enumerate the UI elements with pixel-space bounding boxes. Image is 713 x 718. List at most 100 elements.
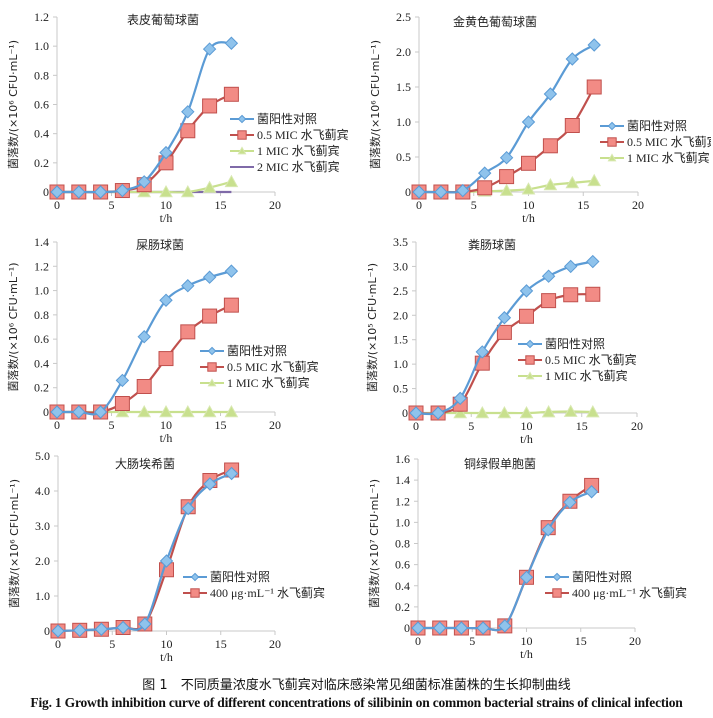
legend-item: 2 MIC 水飞蓟宾 (230, 159, 340, 174)
y-tick-label: 2.0 (396, 45, 411, 59)
diamond-marker (497, 311, 512, 325)
diamond-marker (224, 264, 239, 278)
chart-svg: 0 0.5 1.0 1.5 2.0 2.5 0 5 10 15 20 t/h 菌落数/(×10⁶ CFU… (369, 10, 711, 224)
legend-label: 0.5 MIC 水飞蓟宾 (257, 127, 349, 142)
chart-svg: 0 0.2 0.4 0.6 0.8 1.0 1.2 1.4 0 5 10 15 20 t/h 菌落数/(×1… (7, 235, 319, 445)
square-marker (521, 155, 536, 171)
series-mic05 (49, 297, 239, 420)
square-marker (496, 324, 512, 340)
legend-label: 菌阳性对照 (572, 570, 632, 584)
triangle-marker (180, 184, 195, 198)
diamond-marker (431, 406, 445, 420)
diamond-marker (202, 42, 217, 56)
y-tick-label: 0.5 (396, 150, 411, 164)
x-tick-label: 5 (469, 634, 475, 648)
y-tick-label: 0 (43, 405, 49, 419)
x-tick-label: 15 (215, 418, 227, 432)
diamond-marker (607, 121, 617, 131)
series-line (57, 472, 233, 633)
x-tick-label: 20 (269, 418, 281, 432)
square-marker (564, 118, 580, 133)
chart-svg: 0 0.5 1.0 1.5 2.0 2.5 3.0 3.5 0 5 10 15 20 t/h 菌落数/(×1… (366, 235, 643, 446)
diamond-marker (563, 259, 578, 274)
diamond-marker (181, 105, 195, 119)
square-marker (223, 297, 239, 313)
triangle-marker (585, 404, 600, 418)
square-marker (519, 308, 534, 324)
diamond-marker (563, 495, 577, 510)
diamond-marker (181, 501, 195, 516)
diamond-marker (72, 623, 87, 638)
legend-item: 菌阳性对照 (183, 570, 270, 584)
legend-label: 菌阳性对照 (257, 112, 317, 126)
x-axis-label: t/h (520, 647, 533, 661)
legend-item: 0.5 MIC 水飞蓟宾 (518, 352, 637, 367)
y-axis-label: 菌落数/(×10⁷ CFU·mL⁻¹) (368, 479, 381, 608)
diamond-marker (477, 166, 492, 180)
triangle-marker (543, 177, 558, 191)
y-tick-label: 1.5 (393, 333, 408, 347)
legend-item: 1 MIC 水飞蓟宾 (518, 368, 628, 383)
series-control (51, 466, 239, 638)
legend-item: 菌阳性对照 (518, 337, 605, 351)
x-tick-label: 20 (629, 634, 641, 648)
legend-label: 2 MIC 水飞蓟宾 (257, 159, 340, 174)
diamond-marker (552, 572, 562, 582)
y-tick-label: 0.8 (34, 68, 49, 82)
diamond-marker (207, 346, 217, 356)
x-tick-label: 10 (160, 198, 172, 212)
diamond-marker (115, 373, 130, 388)
diamond-marker (586, 254, 600, 269)
square-marker (541, 293, 557, 309)
legend-item: 0.5 MIC 水飞蓟宾 (600, 134, 711, 149)
square-marker (190, 588, 200, 598)
triangle-marker (565, 175, 580, 189)
x-tick-label: 0 (54, 198, 60, 212)
diamond-marker (72, 185, 86, 199)
diamond-marker (51, 624, 65, 638)
chart-title: 表皮葡萄球菌 (127, 13, 199, 27)
diamond-marker (453, 391, 467, 406)
square-marker (136, 379, 152, 394)
triangle-marker (202, 180, 217, 193)
y-tick-label: 1.0 (34, 284, 49, 298)
legend-item: 菌阳性对照 (600, 119, 687, 133)
square-marker (158, 351, 174, 367)
square-marker (585, 286, 601, 302)
chart-panel-p-aeruginosa: 0 0.2 0.4 0.6 0.8 1.0 1.2 1.4 1.6 0 5 10 15 20 t/h 菌落数/… (355, 448, 711, 672)
y-tick-label: 0.4 (34, 127, 49, 141)
x-tick-label: 0 (413, 419, 419, 433)
y-tick-label: 1.4 (395, 473, 410, 487)
square-marker (223, 86, 239, 102)
diamond-marker (94, 622, 109, 636)
diamond-marker (224, 466, 239, 481)
legend-label: 菌阳性对照 (627, 119, 687, 133)
y-tick-label: 0.6 (34, 332, 49, 346)
x-axis-label: t/h (520, 432, 533, 446)
triangle-marker (541, 404, 556, 418)
y-tick-label: 1.0 (34, 39, 49, 53)
y-tick-label: 1.0 (396, 115, 411, 129)
square-marker (202, 308, 218, 324)
chart-svg: 0 0.2 0.4 0.6 0.8 1.0 1.2 0 5 10 15 20 t/h 菌落数/(×10⁶ … (7, 10, 349, 224)
y-tick-label: 1.0 (35, 589, 50, 603)
legend-item: 1 MIC 水飞蓟宾 (200, 375, 310, 390)
legend-item: 400 μg·mL⁻¹ 水飞蓟宾 (183, 585, 325, 600)
legend-label: 菌阳性对照 (210, 570, 270, 584)
diamond-marker (159, 145, 173, 160)
chart-panel-e-coli: 0 1.0 2.0 3.0 4.0 5.0 0 5 10 15 20 t/h 菌落数/(×10⁶ CFU… (0, 448, 356, 672)
legend-item: 400 μg·mL⁻¹ 水飞蓟宾 (545, 585, 687, 600)
y-axis-label: 菌落数/(×10⁶ CFU·mL⁻¹) (8, 479, 21, 608)
x-tick-label: 15 (575, 634, 587, 648)
y-axis-label: 菌落数/(×10⁶ CFU·mL⁻¹) (369, 40, 382, 169)
y-tick-label: 0.4 (395, 579, 410, 593)
diamond-marker (203, 477, 217, 491)
legend-label: 1 MIC 水飞蓟宾 (545, 368, 628, 383)
triangle-marker (607, 153, 617, 162)
x-tick-label: 0 (55, 637, 61, 651)
triangle-marker (563, 404, 578, 417)
square-marker (202, 98, 218, 114)
square-marker (180, 123, 196, 139)
